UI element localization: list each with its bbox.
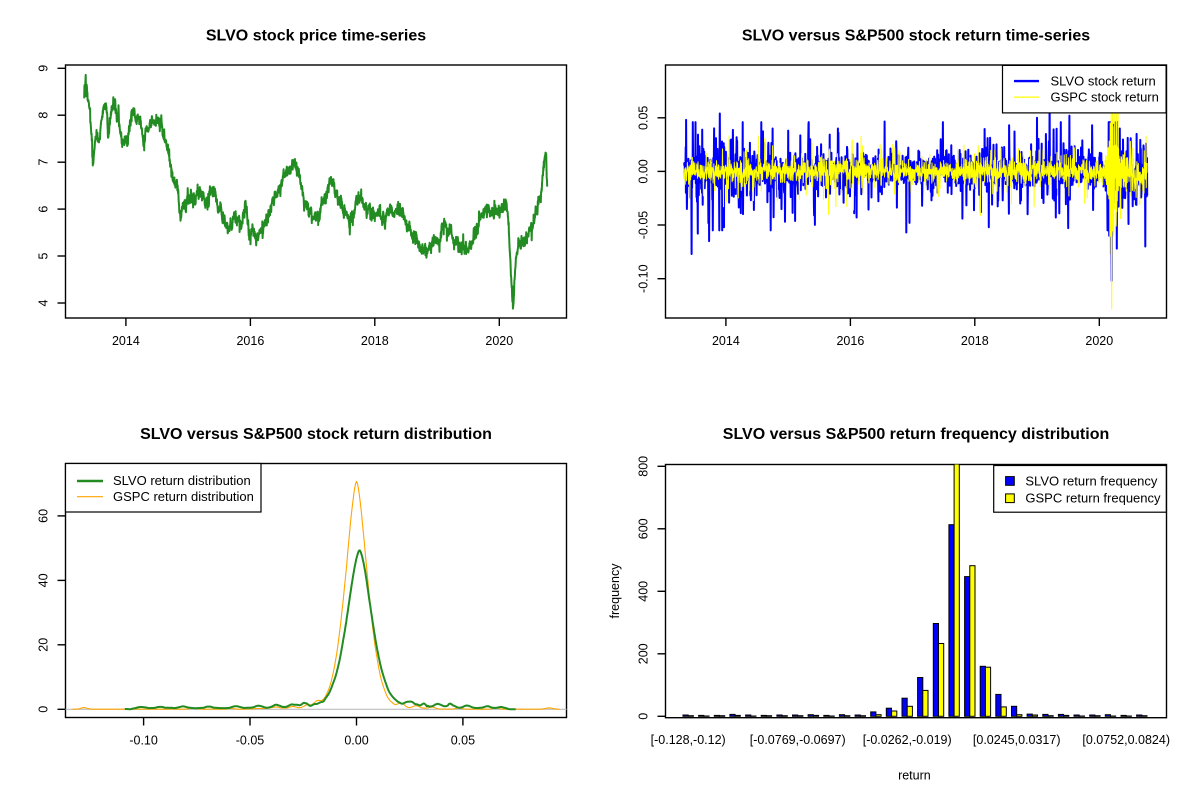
svg-text:5: 5 — [37, 252, 51, 259]
svg-text:0: 0 — [37, 706, 51, 713]
svg-text:4: 4 — [37, 299, 51, 306]
svg-text:GSPC stock return: GSPC stock return — [1051, 89, 1159, 104]
svg-text:60: 60 — [37, 509, 51, 523]
svg-text:20: 20 — [37, 638, 51, 652]
svg-text:SLVO stock price time-series: SLVO stock price time-series — [206, 28, 426, 45]
svg-text:frequency: frequency — [608, 563, 622, 619]
svg-text:6: 6 — [37, 206, 51, 213]
svg-text:0.05: 0.05 — [637, 106, 651, 130]
svg-text:8: 8 — [37, 112, 51, 119]
svg-text:SLVO versus S&P500 stock retur: SLVO versus S&P500 stock return time-ser… — [742, 28, 1090, 45]
svg-text:[-0.128,-0.12): [-0.128,-0.12) — [651, 733, 726, 747]
svg-text:-0.10: -0.10 — [129, 734, 158, 748]
svg-text:400: 400 — [637, 581, 651, 602]
svg-text:2014: 2014 — [112, 334, 140, 348]
svg-text:0: 0 — [637, 713, 651, 720]
svg-text:7: 7 — [37, 159, 51, 166]
svg-text:2018: 2018 — [961, 334, 989, 348]
svg-text:-0.05: -0.05 — [637, 211, 651, 240]
svg-text:0.00: 0.00 — [637, 159, 651, 183]
svg-text:SLVO return frequency: SLVO return frequency — [1025, 473, 1157, 488]
svg-text:[-0.0262,-0.019): [-0.0262,-0.019) — [863, 733, 952, 747]
svg-text:0.00: 0.00 — [344, 734, 368, 748]
svg-text:[-0.0769,-0.0697): [-0.0769,-0.0697) — [750, 733, 846, 747]
svg-text:800: 800 — [637, 456, 651, 477]
svg-text:SLVO return distribution: SLVO return distribution — [113, 473, 251, 488]
svg-text:2020: 2020 — [485, 334, 513, 348]
svg-text:2018: 2018 — [361, 334, 389, 348]
svg-text:9: 9 — [37, 65, 51, 72]
svg-text:0.05: 0.05 — [451, 734, 475, 748]
svg-text:200: 200 — [637, 643, 651, 664]
svg-text:[0.0752,0.0824): [0.0752,0.0824) — [1082, 733, 1170, 747]
svg-text:2020: 2020 — [1085, 334, 1113, 348]
svg-text:SLVO stock return: SLVO stock return — [1051, 73, 1156, 88]
svg-text:-0.05: -0.05 — [236, 734, 265, 748]
svg-text:40: 40 — [37, 573, 51, 587]
svg-text:600: 600 — [637, 518, 651, 539]
svg-text:2016: 2016 — [836, 334, 864, 348]
svg-text:2016: 2016 — [236, 334, 264, 348]
svg-text:2014: 2014 — [712, 334, 740, 348]
svg-text:SLVO versus S&P500 return freq: SLVO versus S&P500 return frequency dist… — [723, 426, 1109, 443]
svg-text:[0.0245,0.0317): [0.0245,0.0317) — [973, 733, 1061, 747]
svg-text:return: return — [898, 769, 931, 783]
svg-text:GSPC return distribution: GSPC return distribution — [113, 489, 254, 504]
svg-text:-0.10: -0.10 — [637, 264, 651, 293]
svg-text:GSPC return frequency: GSPC return frequency — [1025, 490, 1161, 505]
svg-text:SLVO versus S&P500 stock retur: SLVO versus S&P500 stock return distribu… — [140, 426, 492, 443]
